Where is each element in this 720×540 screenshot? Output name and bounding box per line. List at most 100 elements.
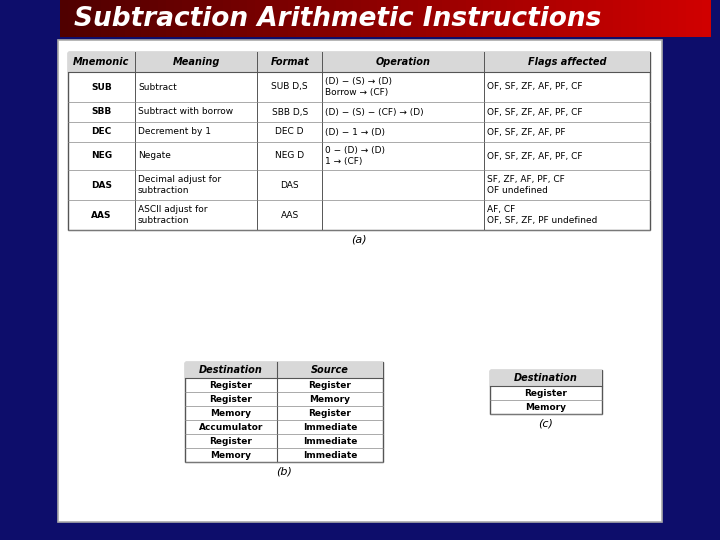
Bar bbox=[596, 0, 605, 37]
Bar bbox=[263, 0, 271, 37]
Bar bbox=[84, 0, 93, 37]
Bar bbox=[482, 0, 491, 37]
Bar bbox=[621, 0, 629, 37]
Text: SF, ZF, AF, PF, CF
OF undefined: SF, ZF, AF, PF, CF OF undefined bbox=[487, 176, 565, 195]
Text: SUB: SUB bbox=[91, 83, 112, 91]
Text: Memory: Memory bbox=[210, 408, 251, 417]
Bar bbox=[490, 370, 602, 414]
Bar bbox=[678, 0, 686, 37]
Bar bbox=[68, 52, 650, 230]
Bar bbox=[101, 0, 109, 37]
Text: (a): (a) bbox=[351, 234, 366, 244]
Bar bbox=[279, 0, 288, 37]
Text: (c): (c) bbox=[539, 418, 554, 428]
Text: DAS: DAS bbox=[91, 180, 112, 190]
Text: Subtraction Arithmetic Instructions: Subtraction Arithmetic Instructions bbox=[74, 5, 601, 31]
Bar bbox=[490, 370, 602, 386]
Text: Meaning: Meaning bbox=[172, 57, 220, 67]
Bar bbox=[353, 0, 361, 37]
Text: DAS: DAS bbox=[280, 180, 299, 190]
Bar bbox=[523, 0, 532, 37]
Text: (D) − (S) → (D)
Borrow → (CF): (D) − (S) → (D) Borrow → (CF) bbox=[325, 77, 392, 97]
Bar bbox=[458, 0, 467, 37]
Bar bbox=[336, 0, 345, 37]
Bar bbox=[572, 0, 580, 37]
Text: Negate: Negate bbox=[138, 152, 171, 160]
Bar bbox=[255, 0, 264, 37]
Text: Immediate: Immediate bbox=[303, 436, 357, 446]
Text: OF, SF, ZF, AF, PF: OF, SF, ZF, AF, PF bbox=[487, 127, 566, 137]
Text: AAS: AAS bbox=[91, 211, 112, 219]
Bar bbox=[141, 0, 150, 37]
Bar bbox=[68, 52, 650, 72]
Text: (D) − (S) − (CF) → (D): (D) − (S) − (CF) → (D) bbox=[325, 107, 424, 117]
Bar bbox=[426, 0, 434, 37]
Bar bbox=[588, 0, 597, 37]
Bar bbox=[125, 0, 134, 37]
Text: Operation: Operation bbox=[376, 57, 431, 67]
Text: SBB: SBB bbox=[91, 107, 112, 117]
Text: Destination: Destination bbox=[514, 373, 578, 383]
Text: SUB D,S: SUB D,S bbox=[271, 83, 308, 91]
Bar bbox=[385, 0, 394, 37]
Bar bbox=[198, 0, 207, 37]
Bar bbox=[377, 0, 385, 37]
Text: Register: Register bbox=[309, 381, 351, 389]
Text: Register: Register bbox=[210, 381, 253, 389]
Bar bbox=[320, 0, 328, 37]
Text: Decrement by 1: Decrement by 1 bbox=[138, 127, 211, 137]
Bar bbox=[467, 0, 475, 37]
Text: DEC D: DEC D bbox=[276, 127, 304, 137]
Bar bbox=[239, 0, 248, 37]
Bar bbox=[637, 0, 646, 37]
Bar bbox=[515, 0, 523, 37]
Bar bbox=[499, 0, 508, 37]
Bar bbox=[185, 362, 383, 378]
Bar bbox=[653, 0, 662, 37]
Bar bbox=[613, 0, 621, 37]
Bar bbox=[215, 0, 223, 37]
Text: OF, SF, ZF, AF, PF, CF: OF, SF, ZF, AF, PF, CF bbox=[487, 107, 582, 117]
Text: Memory: Memory bbox=[310, 395, 351, 403]
Bar bbox=[247, 0, 256, 37]
Bar bbox=[580, 0, 589, 37]
Text: NEG: NEG bbox=[91, 152, 112, 160]
Bar bbox=[418, 0, 426, 37]
Bar bbox=[604, 0, 613, 37]
Bar bbox=[296, 0, 305, 37]
Bar bbox=[76, 0, 85, 37]
Text: Register: Register bbox=[309, 408, 351, 417]
Bar bbox=[271, 0, 280, 37]
Text: Memory: Memory bbox=[210, 450, 251, 460]
Bar bbox=[685, 0, 694, 37]
Text: Decimal adjust for
subtraction: Decimal adjust for subtraction bbox=[138, 176, 221, 195]
Text: AAS: AAS bbox=[281, 211, 299, 219]
Bar bbox=[206, 0, 215, 37]
Bar bbox=[149, 0, 158, 37]
Text: Memory: Memory bbox=[526, 402, 567, 411]
Bar bbox=[344, 0, 353, 37]
Text: Source: Source bbox=[311, 365, 349, 375]
Text: NEG D: NEG D bbox=[275, 152, 305, 160]
Bar bbox=[645, 0, 654, 37]
Bar bbox=[361, 0, 369, 37]
Bar bbox=[547, 0, 556, 37]
Text: Register: Register bbox=[210, 436, 253, 446]
Bar bbox=[287, 0, 296, 37]
Text: Immediate: Immediate bbox=[303, 450, 357, 460]
Text: ASCII adjust for
subtraction: ASCII adjust for subtraction bbox=[138, 205, 207, 225]
Bar bbox=[68, 0, 77, 37]
Bar bbox=[670, 0, 678, 37]
Bar bbox=[117, 0, 125, 37]
Text: Register: Register bbox=[525, 388, 567, 397]
Bar bbox=[369, 0, 377, 37]
Bar bbox=[474, 0, 483, 37]
Bar bbox=[564, 0, 572, 37]
Text: OF, SF, ZF, AF, PF, CF: OF, SF, ZF, AF, PF, CF bbox=[487, 152, 582, 160]
Bar bbox=[442, 0, 451, 37]
Text: Mnemonic: Mnemonic bbox=[73, 57, 130, 67]
Text: OF, SF, ZF, AF, PF, CF: OF, SF, ZF, AF, PF, CF bbox=[487, 83, 582, 91]
Bar bbox=[182, 0, 191, 37]
Bar bbox=[328, 0, 337, 37]
Text: Register: Register bbox=[210, 395, 253, 403]
